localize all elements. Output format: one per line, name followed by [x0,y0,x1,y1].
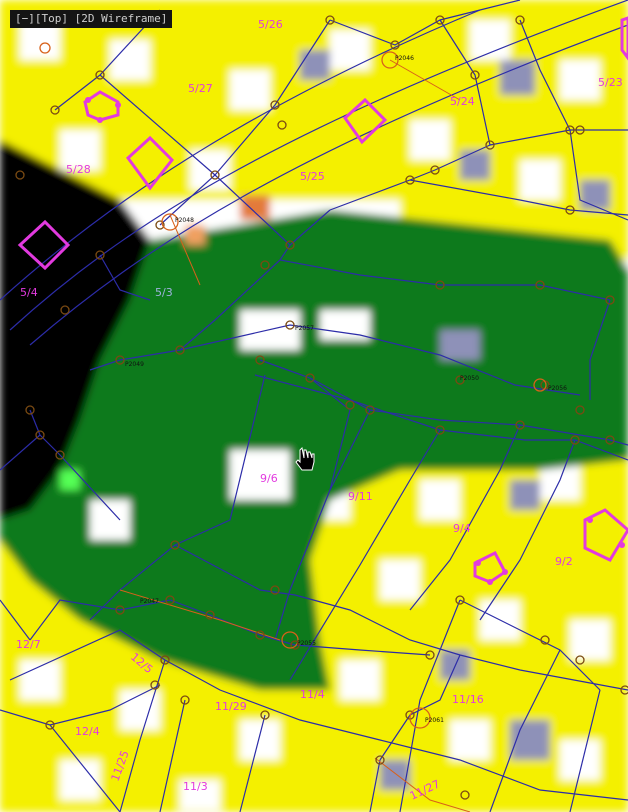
point-label: P2057 [295,325,314,332]
point-label: P2061 [425,717,444,724]
point-label: P2056 [548,385,567,392]
building-5 [473,551,507,584]
parcel-label: 12/4 [75,725,100,738]
parcel-label: 9/11 [348,490,373,503]
point-label: P2047 [140,598,159,605]
parcel-label: 5/23 [598,76,623,89]
point-labels: P2048 P2046 P2057 P2049 P2050 P2056 P204… [125,55,567,724]
building-7 [620,16,628,61]
parcel-label: 5/25 [300,170,325,183]
vertex-markers [15,15,628,800]
point-label: P2055 [297,640,316,647]
parcel-label: 5/26 [258,18,283,31]
easement-lines [119,59,471,812]
point-label: P2050 [460,375,479,382]
survey-point-markers [39,42,547,729]
parcel-label: 11/4 [300,688,325,701]
building-vertices [85,97,625,585]
viewport-visual-style[interactable]: [2D Wireframe] [74,12,168,25]
viewport-control-menu[interactable]: [−][Top] [15,12,68,25]
parcel-label: 11/29 [215,700,247,713]
parcel-label: 5/24 [450,95,475,108]
parcel-label: 9/2 [555,555,573,568]
parcel-label: 11/16 [452,693,484,706]
building-4 [83,90,120,122]
viewport-controls[interactable]: [−][Top] [2D Wireframe] [10,10,173,28]
parcel-label: 5/28 [66,163,91,176]
point-label: P2049 [125,361,144,368]
parcel-label: 9/6 [260,472,278,485]
parcel-label: 5/27 [188,82,213,95]
hand-cursor-icon [295,446,315,471]
point-label: P2046 [395,55,414,62]
parcel-label: 5/4 [20,286,38,299]
parcel-label: 9/4 [453,522,471,535]
point-label: P2048 [175,217,194,224]
parcel-label: 11/3 [183,780,208,793]
parcel-label: 12/7 [16,638,41,651]
building-2 [125,135,175,191]
building-3 [343,97,388,145]
building-1 [17,219,71,271]
parcel-label: 5/3 [155,286,173,299]
